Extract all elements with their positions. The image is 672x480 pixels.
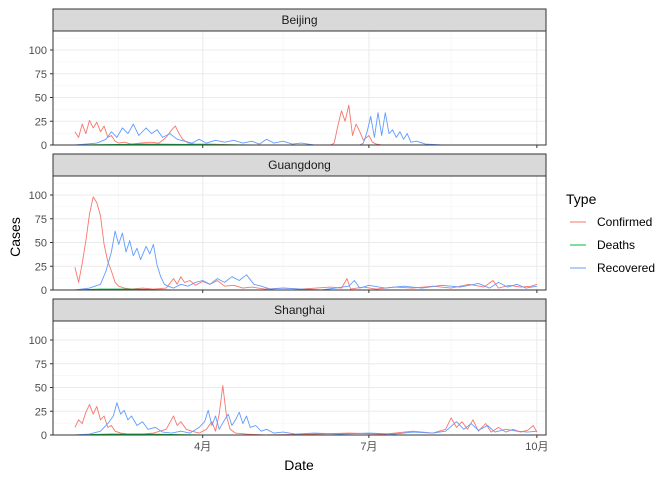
axes: Cases Date 4月 7月 10月 <box>7 217 548 473</box>
y-tick-label: 0 <box>41 430 47 442</box>
series-line-recovered <box>74 112 535 146</box>
x-axis-title: Date <box>284 457 314 473</box>
x-tick-label: 10月 <box>525 441 548 453</box>
panel-title: Shanghai <box>274 303 325 317</box>
y-tick-label: 25 <box>35 406 47 418</box>
y-tick-label: 75 <box>35 69 47 81</box>
series-line-recovered <box>74 402 537 436</box>
y-tick-label: 0 <box>41 285 47 297</box>
y-tick-label: 25 <box>35 116 47 128</box>
series-line-recovered <box>74 230 537 291</box>
y-axis-title: Cases <box>7 217 23 257</box>
panel-shanghai: Shanghai 0 25 50 75 100 <box>29 298 547 442</box>
y-tick-label: 50 <box>35 238 47 250</box>
y-tick-label: 100 <box>29 45 47 57</box>
y-tick-label: 50 <box>35 383 47 395</box>
panel-border <box>52 175 547 291</box>
x-tick-label: 7月 <box>360 441 377 453</box>
panels: Beijing0255075100Guangdong0255075100Shan… <box>29 8 547 442</box>
y-tick-label: 0 <box>41 140 47 152</box>
panel-background <box>53 31 546 145</box>
legend: Type Confirmed Deaths Recovered <box>566 191 655 275</box>
y-tick-label: 25 <box>35 261 47 273</box>
panel-border <box>52 30 547 146</box>
legend-label: Confirmed <box>597 215 652 229</box>
panel-border <box>52 320 547 436</box>
y-tick-label: 75 <box>35 214 47 226</box>
series-line-confirmed <box>74 104 426 146</box>
y-tick-label: 100 <box>29 335 47 347</box>
legend-item-confirmed: Confirmed <box>570 215 652 229</box>
legend-item-deaths: Deaths <box>570 238 635 252</box>
x-tick-label: 4月 <box>194 441 211 453</box>
panel-beijing: Beijing 0 25 50 75 100 <box>29 8 547 152</box>
panel-guangdong: Guangdong 0 25 50 75 100 <box>29 153 547 297</box>
legend-item-recovered: Recovered <box>570 261 655 275</box>
legend-label: Deaths <box>597 238 635 252</box>
panel-background <box>53 176 546 290</box>
series-line-confirmed <box>74 196 538 290</box>
y-tick-label: 50 <box>35 93 47 105</box>
legend-title: Type <box>566 191 597 207</box>
panel-title: Guangdong <box>268 158 331 172</box>
legend-label: Recovered <box>597 261 655 275</box>
y-tick-label: 75 <box>35 359 47 371</box>
panel-title: Beijing <box>281 13 317 27</box>
y-tick-label: 100 <box>29 190 47 202</box>
